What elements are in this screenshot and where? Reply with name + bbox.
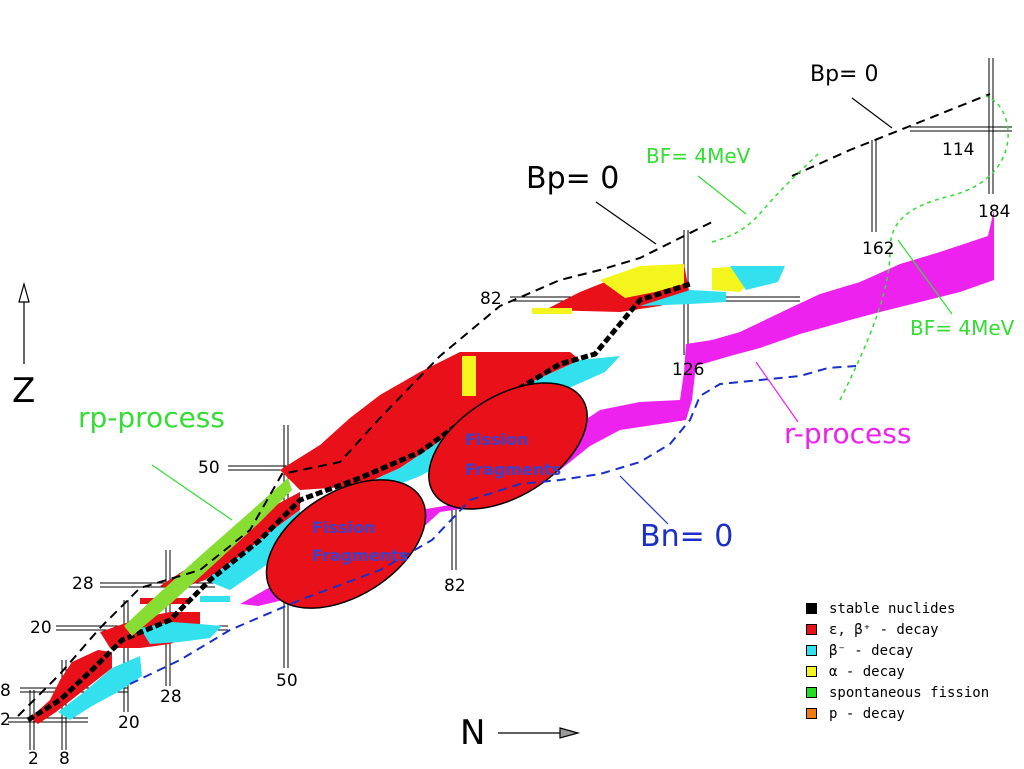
legend-item-alpha: α - decay <box>806 661 989 682</box>
legend-label: p - decay <box>829 705 905 722</box>
legend-label: stable nuclides <box>829 600 956 617</box>
heavy-alpha-region <box>600 264 684 298</box>
proton-dripline-label: Bp= 0 <box>526 161 620 196</box>
heavy-cyan-region-2 <box>730 266 785 290</box>
magic-label-neutron-50: 50 <box>276 671 298 691</box>
leader-lines <box>151 97 953 525</box>
rp-process-label: rp-process <box>78 401 225 434</box>
magic-label-proton-50: 50 <box>198 458 220 478</box>
fission-fragments-ellipse-upper <box>428 382 588 510</box>
fission-fragments-label-lower: Fission Fragments <box>312 518 409 565</box>
light-neutron-rich-region <box>58 656 142 720</box>
fission-barrier-curve-right <box>839 95 1009 401</box>
legend-swatch-cyan <box>806 645 817 656</box>
proton-drip-line <box>17 221 713 717</box>
legend: stable nuclides ε, β⁺ - decay β⁻ - decay… <box>806 598 989 724</box>
fission-fragments-label-upper: Fission Fragments <box>465 430 562 479</box>
legend-item-fission: spontaneous fission <box>806 682 989 703</box>
neutron-dripline-label: Bn= 0 <box>640 519 734 554</box>
magic-label-proton-2: 2 <box>0 710 11 730</box>
fission-barrier-label-top: BF= 4MeV <box>646 144 751 168</box>
heavy-neutron-rich-region <box>640 290 726 306</box>
fission-barrier-label-right: BF= 4MeV <box>910 316 1015 340</box>
legend-item-beta-minus: β⁻ - decay <box>806 640 989 661</box>
n-axis-label: N <box>460 713 486 753</box>
light-region-3 <box>140 622 222 644</box>
z-axis-arrow <box>18 281 30 364</box>
magic-label-proton-114: 114 <box>942 140 975 160</box>
upper-proton-rich-region <box>280 352 580 490</box>
legend-swatch-black <box>806 603 817 614</box>
legend-swatch-orange <box>806 708 817 719</box>
legend-item-stable: stable nuclides <box>806 598 989 619</box>
rp-process-path <box>124 478 292 636</box>
legend-label: β⁻ - decay <box>829 642 914 659</box>
n-axis-arrow <box>498 727 581 739</box>
magic-label-neutron-28: 28 <box>160 687 182 707</box>
magic-label-proton-8: 8 <box>0 681 11 701</box>
stability-line <box>26 281 691 723</box>
fission-fragments-ellipse-lower <box>265 479 427 609</box>
magic-label-neutron-126: 126 <box>672 360 705 380</box>
magic-label-neutron-8: 8 <box>59 749 70 769</box>
magic-label-neutron-20: 20 <box>118 713 140 733</box>
legend-label: ε, β⁺ - decay <box>829 621 939 638</box>
r-process-path <box>240 210 994 606</box>
legend-swatch-green <box>806 687 817 698</box>
magic-label-proton-82: 82 <box>480 289 502 309</box>
mid-strip-2 <box>200 596 230 602</box>
heavy-strip <box>532 308 572 314</box>
magic-label-neutron-184: 184 <box>978 202 1011 222</box>
legend-label: α - decay <box>829 663 905 680</box>
medium-neutron-rich-region <box>205 510 300 590</box>
legend-label: spontaneous fission <box>829 684 990 701</box>
proton-drip-line-top <box>791 93 991 177</box>
magic-label-proton-20: 20 <box>30 618 52 638</box>
r-process-label: r-process <box>784 417 912 450</box>
magic-label-neutron-2: 2 <box>28 749 39 769</box>
neutron-drip-line <box>129 365 857 685</box>
magic-label-neutron-82: 82 <box>444 576 466 596</box>
legend-item-ec-beta-plus: ε, β⁺ - decay <box>806 619 989 640</box>
legend-swatch-yellow <box>806 666 817 677</box>
proton-dripline-label-top: Bp= 0 <box>810 62 879 87</box>
magic-label-proton-28: 28 <box>72 574 94 594</box>
alpha-patch-1 <box>462 356 476 396</box>
magic-label-neutron-162: 162 <box>862 239 895 259</box>
legend-swatch-red <box>806 624 817 635</box>
z-axis-label: Z <box>12 371 36 411</box>
legend-item-p-decay: p - decay <box>806 703 989 724</box>
